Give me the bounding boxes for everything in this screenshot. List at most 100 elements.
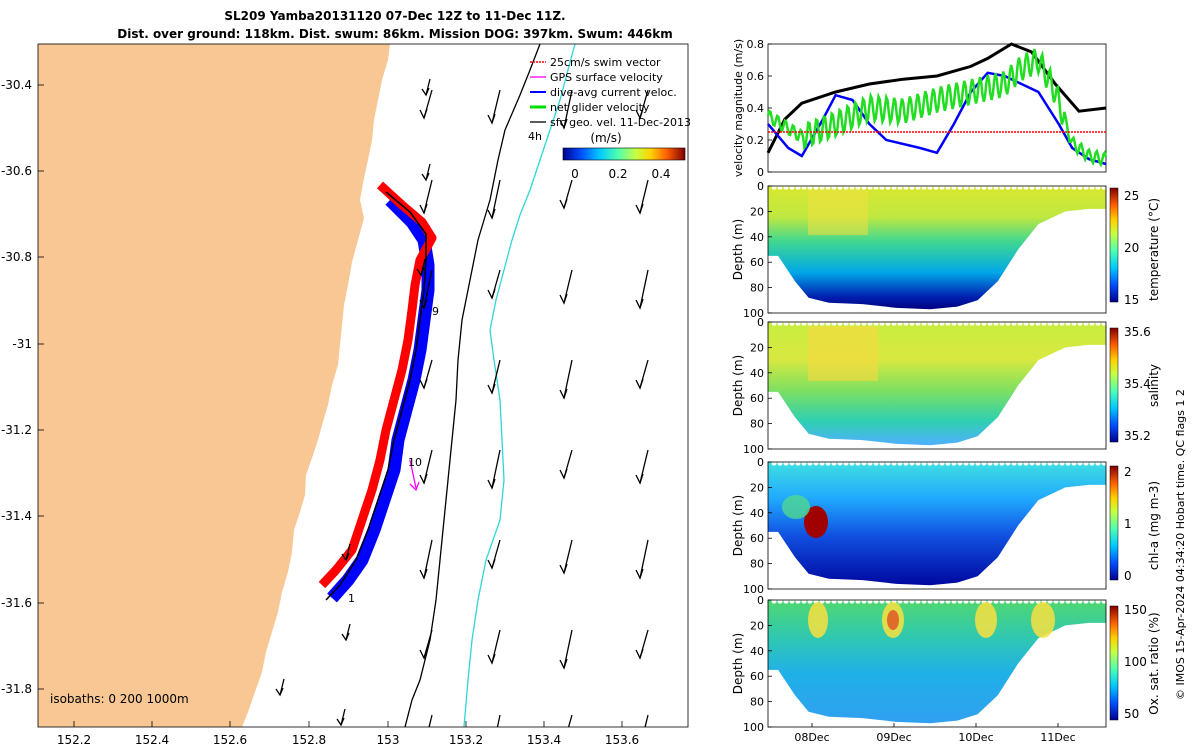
section-profile-gap [1029, 184, 1035, 190]
section-profile-gap [855, 320, 861, 326]
section-panel: 0 20 40 60 80 100 Depth (m) 35.6 35.4 35.2 salinit… [731, 316, 1161, 456]
section-profile-gap [921, 184, 927, 190]
section-profile-gap [1005, 184, 1011, 190]
velocity-ytick-label: 0 [757, 166, 764, 179]
section-profile-gap [957, 460, 963, 466]
colorbar-tick-label: 0 [1124, 569, 1132, 583]
oxygen-max-patch [975, 602, 997, 638]
section-profile-gap [831, 598, 837, 604]
velocity-ytick-label: 0.2 [747, 134, 765, 147]
section-profile-gap [981, 320, 987, 326]
section-profile-gap [867, 184, 873, 190]
section-profile-gap [897, 460, 903, 466]
colorbar-tick-label: 1 [1124, 517, 1132, 531]
section-profile-gap [1023, 460, 1029, 466]
section-profile-gap [891, 184, 897, 190]
section-profile-gap [807, 320, 813, 326]
section-profile-gap [1077, 184, 1083, 190]
map-xtick-label: 152.4 [135, 733, 169, 747]
isobaths-label: isobaths: 0 200 1000m [50, 692, 189, 706]
section-profile-gap [963, 598, 969, 604]
section-profile-gap [861, 184, 867, 190]
section-profile-gap [849, 598, 855, 604]
section-profile-gap [909, 460, 915, 466]
gps-surface-velocity-arrow [409, 459, 417, 489]
chl-patch [782, 495, 810, 519]
section-profile-gap [1065, 184, 1071, 190]
velocity-ytick-label: 0.6 [747, 70, 765, 83]
section-profile-gap [957, 184, 963, 190]
section-profile-gap [789, 320, 795, 326]
section-profile-gap [1083, 184, 1089, 190]
section-profile-gap [951, 460, 957, 466]
section-profile-gap [999, 598, 1005, 604]
velocity-ytick-label: 0.8 [747, 38, 765, 51]
section-xtick-label: 11Dec [1040, 731, 1075, 744]
section-profile-gap [915, 598, 921, 604]
map-ytick-label: -30.8 [1, 250, 32, 264]
colorbar-tick-label: 35.6 [1124, 325, 1151, 339]
section-profile-gap [933, 184, 939, 190]
geo-vector-head [421, 172, 430, 182]
map-legend: 25cm/s swim vector GPS surface velocity … [530, 56, 691, 181]
geo-vector-head [487, 288, 496, 300]
section-profile-gap [795, 460, 801, 466]
salty-patch [808, 326, 878, 381]
section-profile-gap [1053, 598, 1059, 604]
map-ytick-label: -31 [12, 337, 32, 351]
section-profile-gap [1083, 598, 1089, 604]
geo-vector-arrow [491, 179, 501, 219]
section-profile-gap [1077, 460, 1083, 466]
section-profile-gap [825, 320, 831, 326]
section-profile-gap [993, 460, 999, 466]
section-ytick-label: 80 [750, 418, 764, 431]
section-profile-gap [819, 184, 825, 190]
section-profile-gap [897, 184, 903, 190]
section-ytick-label: 60 [750, 256, 764, 269]
section-profile-gap [771, 598, 777, 604]
colorbar-tick-label: 150 [1124, 603, 1147, 617]
section-profile-gap [999, 320, 1005, 326]
colorbar-tick-label: 25 [1124, 189, 1139, 203]
geo-vector-head [341, 552, 350, 562]
section-profile-gap [1071, 320, 1077, 326]
section-profile-gap [855, 184, 861, 190]
section-profile-gap [885, 320, 891, 326]
day-label-9: 9 [432, 305, 439, 318]
section-profile-gap [867, 320, 873, 326]
geo-vector-arrow [428, 714, 433, 727]
section-ytick-label: 40 [750, 645, 764, 658]
section-profile-gap [939, 460, 945, 466]
section-profile-gap [909, 184, 915, 190]
section-profile-gap [1089, 184, 1095, 190]
section-profile-gap [855, 460, 861, 466]
geo-vector-arrow [423, 539, 433, 579]
section-profile-gap [987, 184, 993, 190]
geo-vector-head [635, 568, 644, 580]
geo-vector-head [419, 473, 428, 485]
section-profile-gap [891, 320, 897, 326]
geo-vector-arrow [567, 714, 573, 727]
section-profile-gap [963, 184, 969, 190]
section-profile-gap [933, 460, 939, 466]
geo-vector-head [487, 478, 496, 490]
legend-dive-avg: dive-avg current veloc. [550, 86, 677, 99]
section-profile-gap [1053, 184, 1059, 190]
section-profile-gap [1005, 598, 1011, 604]
section-profile-gap [1059, 460, 1065, 466]
section-profile-gap [933, 598, 939, 604]
geo-vector-head [419, 108, 428, 120]
section-profile-gap [1035, 320, 1041, 326]
section-profile-gap [921, 320, 927, 326]
map-ytick-label: -31.4 [1, 509, 32, 523]
section-profile-gap [1059, 598, 1065, 604]
velocity-series-line [766, 48, 1108, 168]
section-profile-gap [1017, 184, 1023, 190]
geo-vector-head [420, 739, 427, 748]
section-ytick-label: 100 [743, 307, 764, 320]
section-profile-gap [783, 184, 789, 190]
section-profile-gap [861, 460, 867, 466]
section-profile-gap [981, 184, 987, 190]
section-profile-gap [1071, 460, 1077, 466]
